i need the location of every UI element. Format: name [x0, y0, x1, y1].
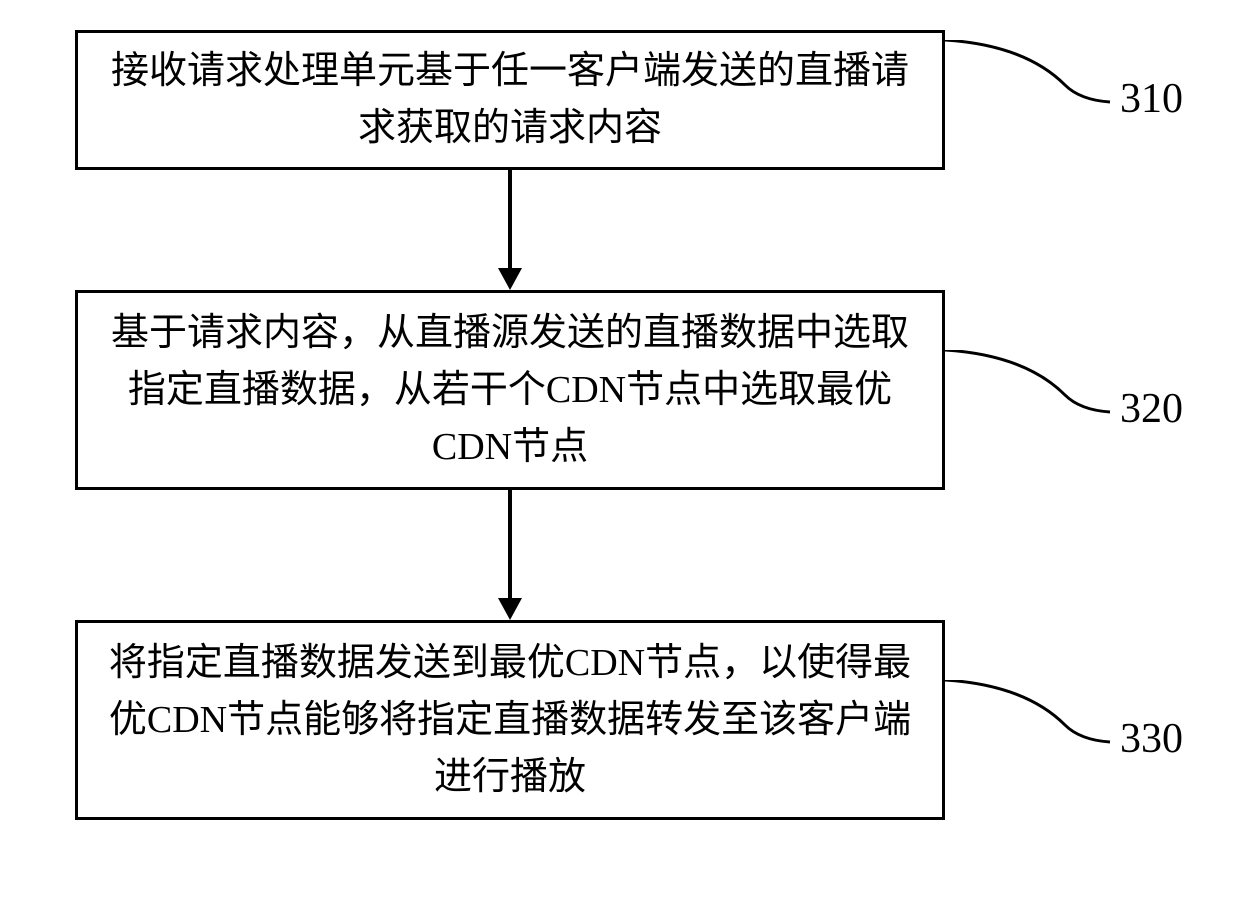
edge-arrow-2: [498, 598, 522, 620]
edge-line-1: [508, 170, 512, 268]
label-connector-330: [945, 680, 1115, 750]
node-label-310: 310: [1120, 75, 1183, 123]
node-text: 基于请求内容，从直播源发送的直播数据中选取指定直播数据，从若干个CDN节点中选取…: [108, 305, 912, 476]
label-connector-310: [945, 40, 1115, 110]
node-text: 接收请求处理单元基于任一客户端发送的直播请求获取的请求内容: [108, 43, 912, 157]
edge-arrow-1: [498, 268, 522, 290]
flowchart-node-310: 接收请求处理单元基于任一客户端发送的直播请求获取的请求内容: [75, 30, 945, 170]
label-connector-320: [945, 350, 1115, 420]
node-text: 将指定直播数据发送到最优CDN节点，以使得最优CDN节点能够将指定直播数据转发至…: [108, 635, 912, 806]
flowchart-node-320: 基于请求内容，从直播源发送的直播数据中选取指定直播数据，从若干个CDN节点中选取…: [75, 290, 945, 490]
edge-line-2: [508, 490, 512, 598]
flowchart-node-330: 将指定直播数据发送到最优CDN节点，以使得最优CDN节点能够将指定直播数据转发至…: [75, 620, 945, 820]
flowchart-container: 接收请求处理单元基于任一客户端发送的直播请求获取的请求内容 310 基于请求内容…: [0, 0, 1240, 921]
node-label-320: 320: [1120, 385, 1183, 433]
node-label-330: 330: [1120, 715, 1183, 763]
